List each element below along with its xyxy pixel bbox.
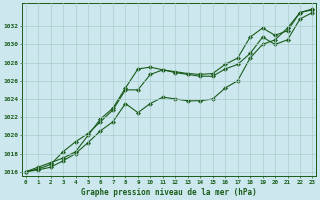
X-axis label: Graphe pression niveau de la mer (hPa): Graphe pression niveau de la mer (hPa) xyxy=(81,188,257,197)
